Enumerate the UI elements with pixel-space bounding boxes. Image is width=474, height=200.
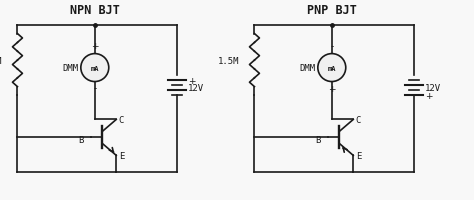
Text: E: E [356, 151, 361, 160]
Text: 1.5M: 1.5M [0, 56, 2, 65]
Text: -: - [330, 42, 333, 51]
Text: B: B [315, 136, 320, 145]
Text: -: - [93, 84, 96, 93]
Text: C: C [356, 115, 361, 124]
Circle shape [318, 54, 346, 82]
Text: B: B [78, 136, 83, 145]
Text: +: + [91, 42, 99, 51]
Text: mA: mA [328, 65, 336, 71]
Text: PNP BJT: PNP BJT [307, 4, 357, 17]
Circle shape [81, 54, 109, 82]
Text: 1.5M: 1.5M [218, 56, 239, 65]
Text: 12V: 12V [188, 84, 204, 93]
Text: E: E [119, 151, 124, 160]
Text: 12V: 12V [425, 84, 441, 93]
Text: mA: mA [91, 65, 99, 71]
Text: NPN BJT: NPN BJT [70, 4, 120, 17]
Text: +: + [328, 84, 336, 93]
Text: +: + [425, 91, 433, 100]
Text: DMM: DMM [299, 64, 315, 73]
Text: +: + [188, 76, 196, 85]
Text: C: C [119, 115, 124, 124]
Text: DMM: DMM [62, 64, 78, 73]
